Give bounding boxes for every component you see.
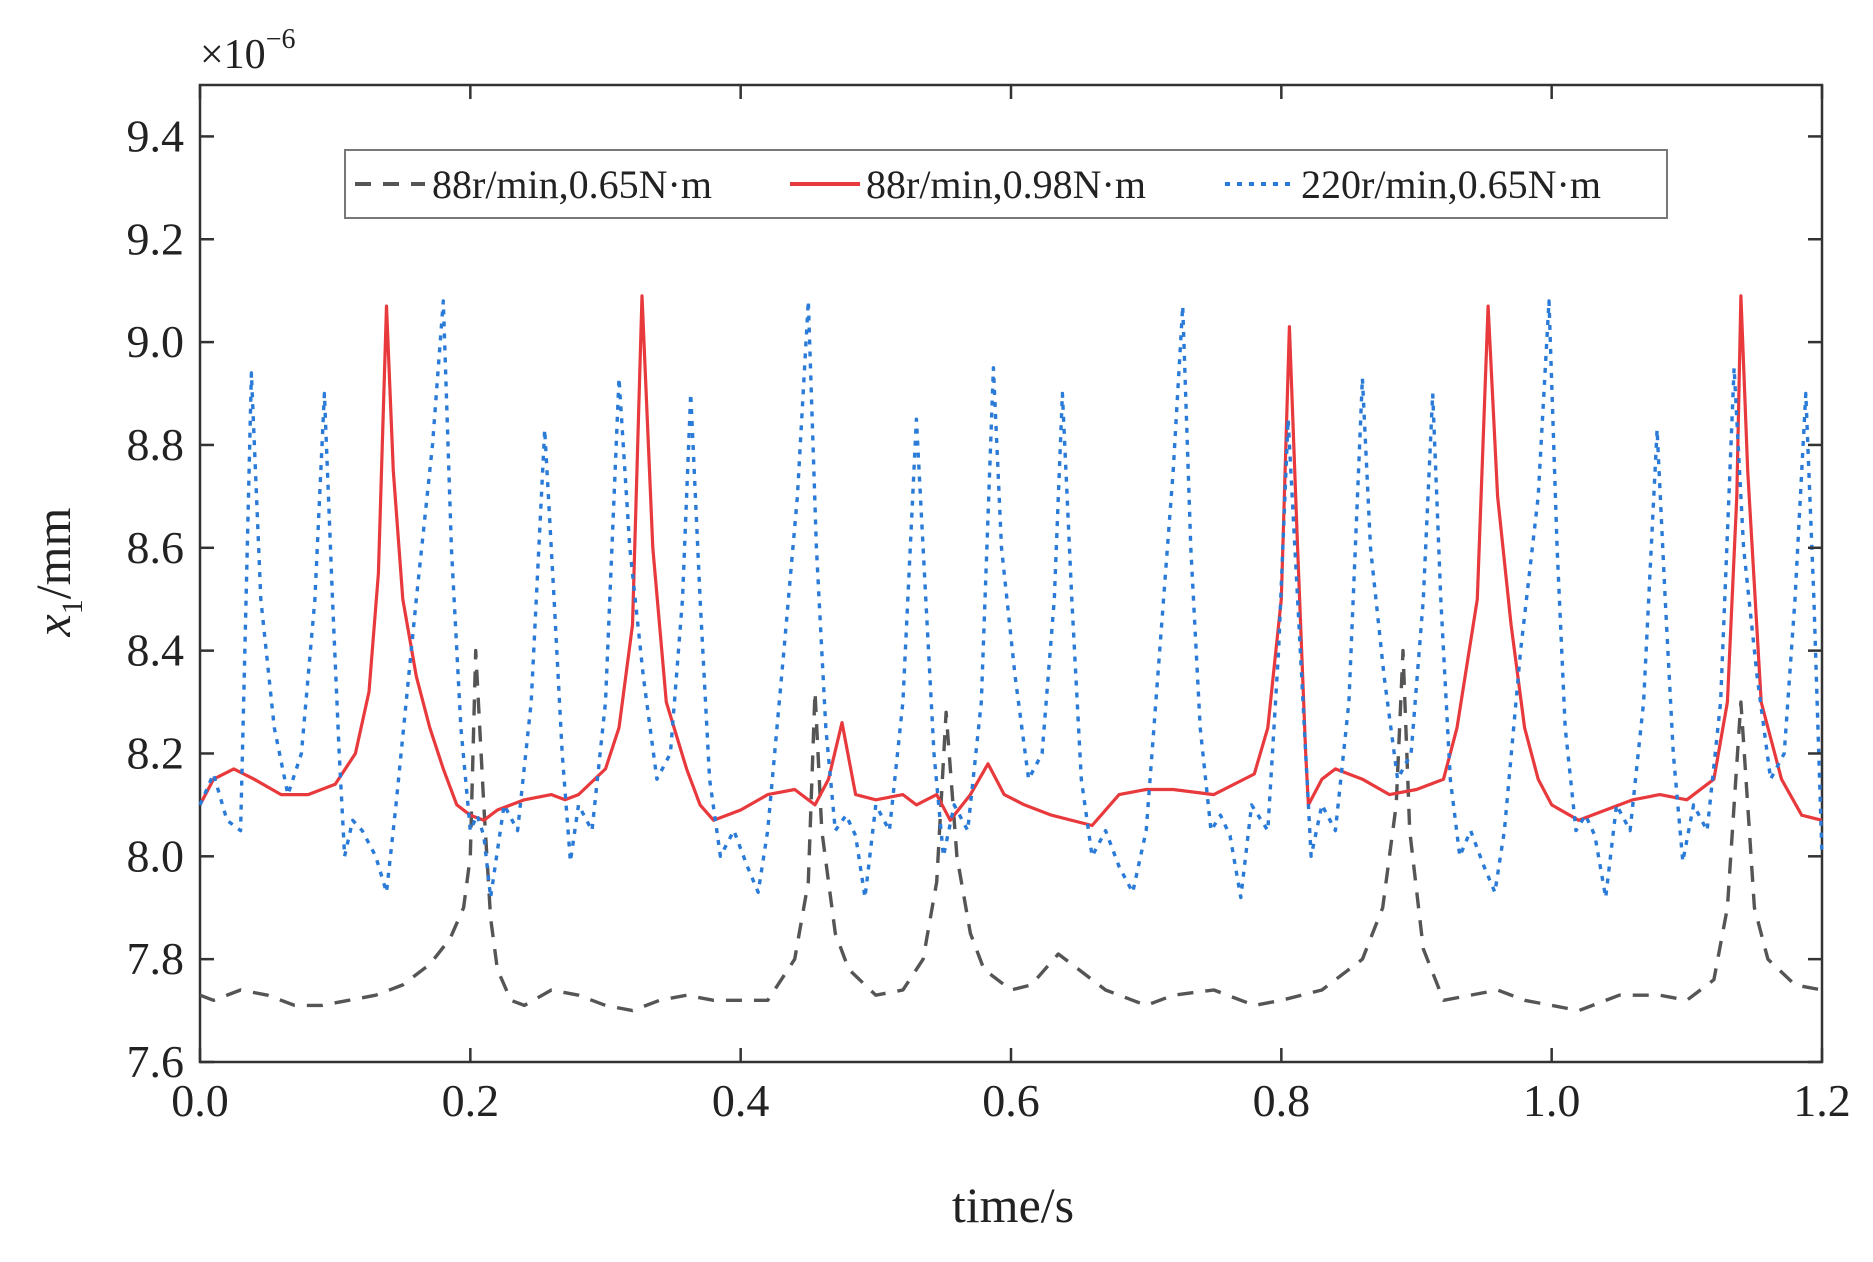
x-tick-label: 1.2 [1793, 1075, 1851, 1126]
svg-text:x1/mm: x1/mm [25, 507, 89, 637]
y-axis-unit: /mm [25, 507, 81, 599]
legend-label-220-065: 220r/min,0.65N·m [1301, 162, 1601, 207]
exponent-power: −6 [266, 24, 296, 55]
y-tick-label: 7.6 [127, 1036, 185, 1087]
series-line-0 [199, 648, 1823, 1013]
x-tick-label: 0.4 [712, 1075, 770, 1126]
plot-area [198, 83, 1824, 1064]
y-tick-label: 8.2 [127, 727, 185, 778]
x-tick-label: 0.0 [171, 1075, 229, 1126]
legend-label-88-065: 88r/min,0.65N·m [432, 162, 712, 207]
plot-frame [198, 83, 1824, 1064]
legend-label-88-098: 88r/min,0.98N·m [866, 162, 1146, 207]
y-tick-label: 8.8 [127, 419, 185, 470]
y-tick-label: 7.8 [127, 933, 185, 984]
y-axis-variable: x [25, 614, 81, 637]
y-axis-exponent: ×10−6 [200, 24, 295, 78]
series-layer [198, 294, 1824, 1013]
x-tick-label: 0.2 [442, 1075, 500, 1126]
y-axis-subscript: 1 [56, 599, 89, 614]
labels-layer: 0.0 0.2 0.4 0.6 0.8 1.0 1.2 7.6 7.8 8.0 8.2 8.4 8.6 8… [127, 110, 1851, 1126]
series-line-2 [198, 299, 1824, 900]
y-tick-label: 9.4 [127, 110, 185, 161]
y-tick-label: 8.0 [127, 830, 185, 881]
legend-box [344, 149, 1668, 219]
exponent-base: ×10 [200, 32, 266, 78]
y-tick-label: 9.0 [127, 316, 185, 367]
y-axis-title: x1/mm [25, 507, 89, 637]
x-axis-title: time/s [952, 1177, 1074, 1233]
series-line-1 [198, 294, 1823, 828]
y-tick-label: 9.2 [127, 213, 185, 264]
x-tick-label: 0.8 [1253, 1075, 1311, 1126]
ticks-layer [198, 85, 1824, 1064]
y-tick-label: 8.4 [127, 625, 185, 676]
x-tick-label: 1.0 [1523, 1075, 1581, 1126]
legend: 88r/min,0.65N·m 88r/min,0.98N·m 220r/min… [344, 149, 1668, 219]
y-tick-label: 8.6 [127, 522, 185, 573]
x-tick-label: 0.6 [982, 1075, 1040, 1126]
